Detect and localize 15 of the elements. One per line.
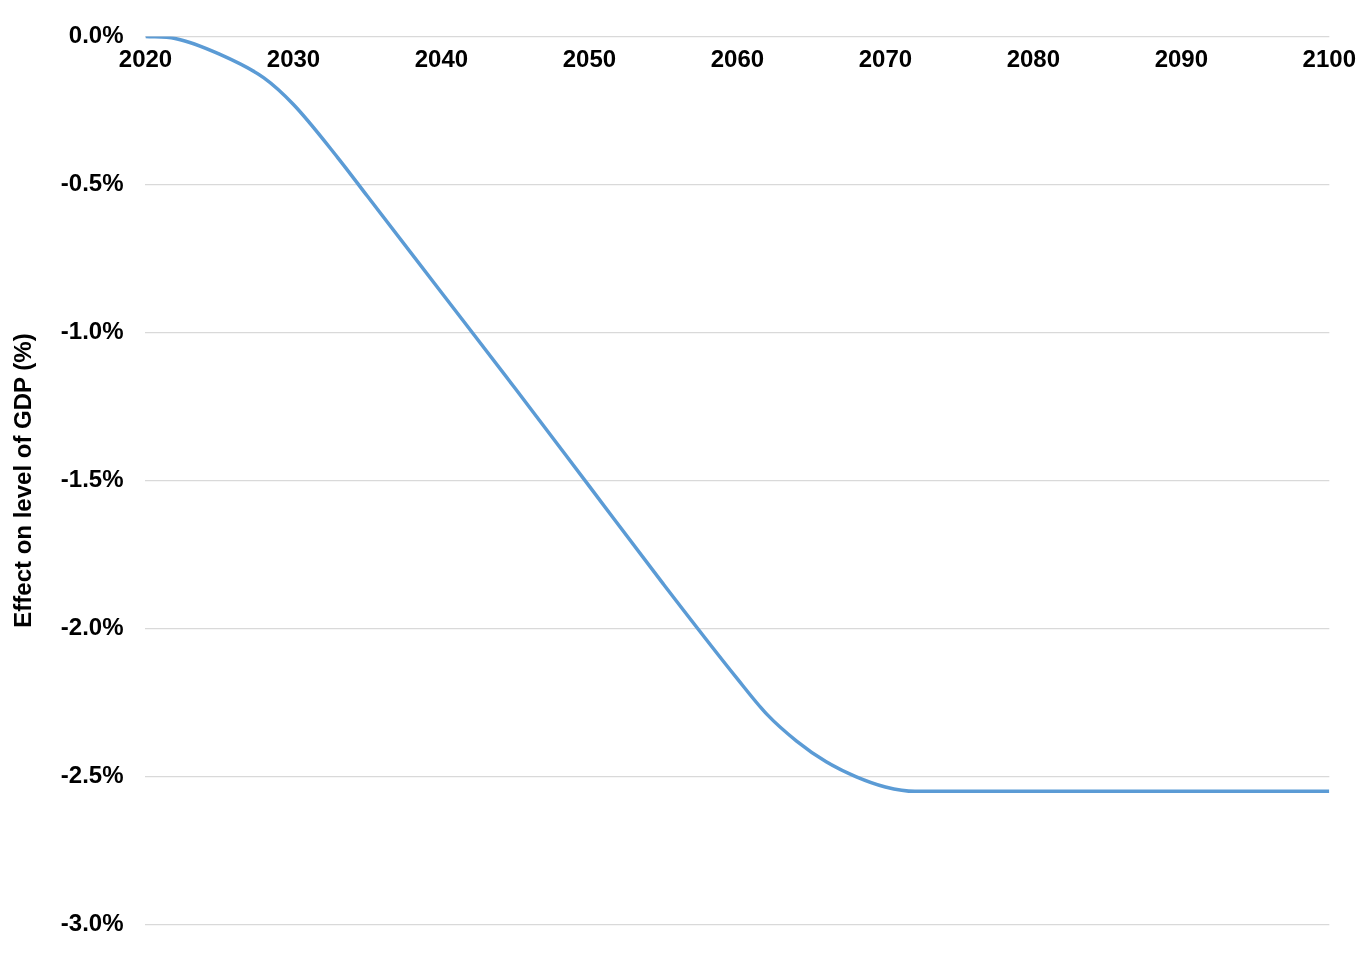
x-tick-label: 2040: [414, 45, 469, 73]
y-tick-label: -1.5%: [60, 465, 124, 493]
x-tick-label: 2080: [1006, 45, 1061, 73]
x-tick-label: 2100: [1302, 45, 1356, 73]
y-tick-label: -2.5%: [60, 761, 124, 789]
x-tick-label: 2050: [562, 45, 617, 73]
y-tick-label: -1.0%: [60, 317, 124, 345]
y-axis-title: Effect on level of GDP (%): [9, 333, 37, 628]
y-tick-label: -3.0%: [60, 909, 124, 937]
y-tick-label: -0.5%: [60, 169, 124, 197]
x-tick-label: 2070: [858, 45, 913, 73]
x-tick-label: 2060: [710, 45, 765, 73]
x-tick-label: 2030: [266, 45, 321, 73]
y-tick-label: -2.0%: [60, 613, 124, 641]
x-tick-label: 2090: [1154, 45, 1209, 73]
